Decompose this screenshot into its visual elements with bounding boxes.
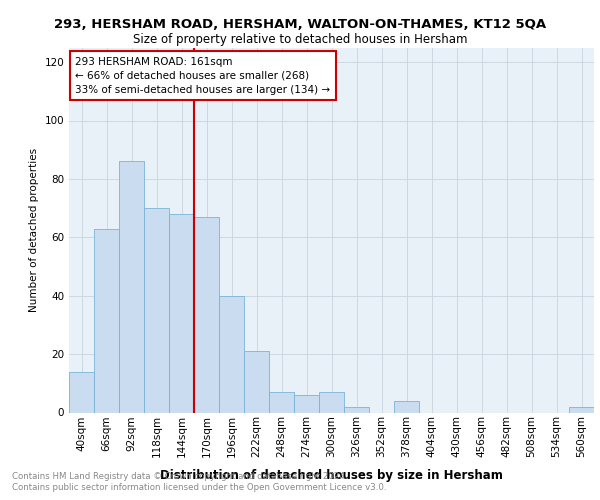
Bar	[194, 217, 219, 412]
Bar	[394, 401, 419, 412]
Bar	[169, 214, 194, 412]
Y-axis label: Number of detached properties: Number of detached properties	[29, 148, 39, 312]
X-axis label: Distribution of detached houses by size in Hersham: Distribution of detached houses by size …	[160, 468, 503, 481]
Bar	[294, 395, 319, 412]
Bar	[69, 372, 94, 412]
Bar	[94, 228, 119, 412]
Bar	[344, 406, 369, 412]
Text: 293, HERSHAM ROAD, HERSHAM, WALTON-ON-THAMES, KT12 5QA: 293, HERSHAM ROAD, HERSHAM, WALTON-ON-TH…	[54, 18, 546, 30]
Text: 293 HERSHAM ROAD: 161sqm
← 66% of detached houses are smaller (268)
33% of semi-: 293 HERSHAM ROAD: 161sqm ← 66% of detach…	[76, 56, 331, 94]
Text: Contains public sector information licensed under the Open Government Licence v3: Contains public sector information licen…	[12, 484, 386, 492]
Bar	[244, 351, 269, 412]
Bar	[119, 162, 144, 412]
Bar	[319, 392, 344, 412]
Bar	[269, 392, 294, 412]
Bar	[144, 208, 169, 412]
Text: Contains HM Land Registry data © Crown copyright and database right 2024.: Contains HM Land Registry data © Crown c…	[12, 472, 347, 481]
Bar	[569, 406, 594, 412]
Bar	[219, 296, 244, 412]
Text: Size of property relative to detached houses in Hersham: Size of property relative to detached ho…	[133, 32, 467, 46]
